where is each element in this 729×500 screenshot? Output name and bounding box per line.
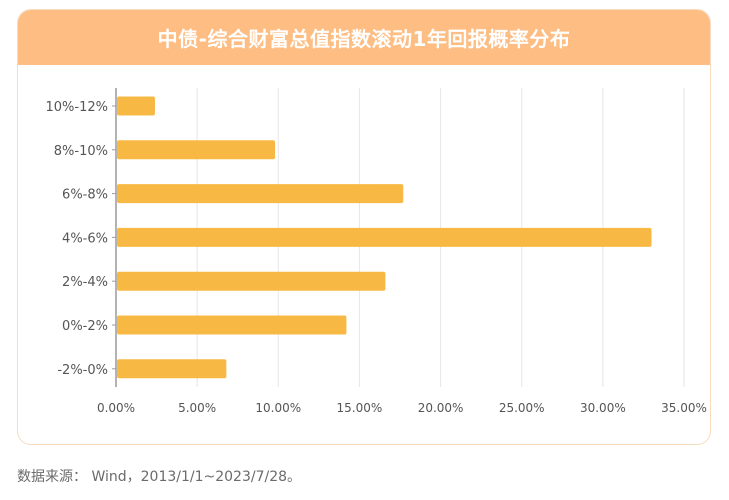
bar (117, 315, 347, 335)
bar (117, 227, 652, 247)
data-source-note: 数据来源： Wind，2013/1/1~2023/7/28。 (17, 469, 302, 485)
x-tick-label: 20.00% (418, 401, 464, 415)
chart-header: 中债-综合财富总值指数滚动1年回报概率分布 (18, 10, 710, 65)
category-label: 6%-8% (62, 188, 108, 203)
x-tick-label: 30.00% (580, 401, 626, 415)
category-label: 10%-12% (46, 100, 108, 115)
x-tick-label: 10.00% (255, 401, 301, 415)
bar (117, 271, 386, 291)
x-tick-label: 5.00% (178, 401, 216, 415)
x-tick-label: 35.00% (661, 401, 707, 415)
chart-title: 中债-综合财富总值指数滚动1年回报概率分布 (157, 27, 571, 51)
bar (117, 359, 227, 379)
bar (117, 184, 404, 204)
category-label: 4%-6% (62, 231, 108, 246)
x-tick-label: 15.00% (337, 401, 383, 415)
category-label: 2%-4% (62, 275, 108, 290)
x-tick-label: 0.00% (97, 401, 135, 415)
chart-card: 中债-综合财富总值指数滚动1年回报概率分布 0.00% 5.00% 10.00% 15… (17, 9, 711, 445)
x-tick-label: 25.00% (499, 401, 545, 415)
category-label: 0%-2% (62, 319, 108, 334)
bar (117, 140, 276, 160)
bar-chart: 0.00% 5.00% 10.00% 15.00% 20.00% 25.00% 30.00%… (46, 88, 707, 415)
category-label: 8%-10% (54, 144, 108, 159)
category-label: -2%-0% (57, 363, 108, 378)
bar (117, 96, 155, 116)
